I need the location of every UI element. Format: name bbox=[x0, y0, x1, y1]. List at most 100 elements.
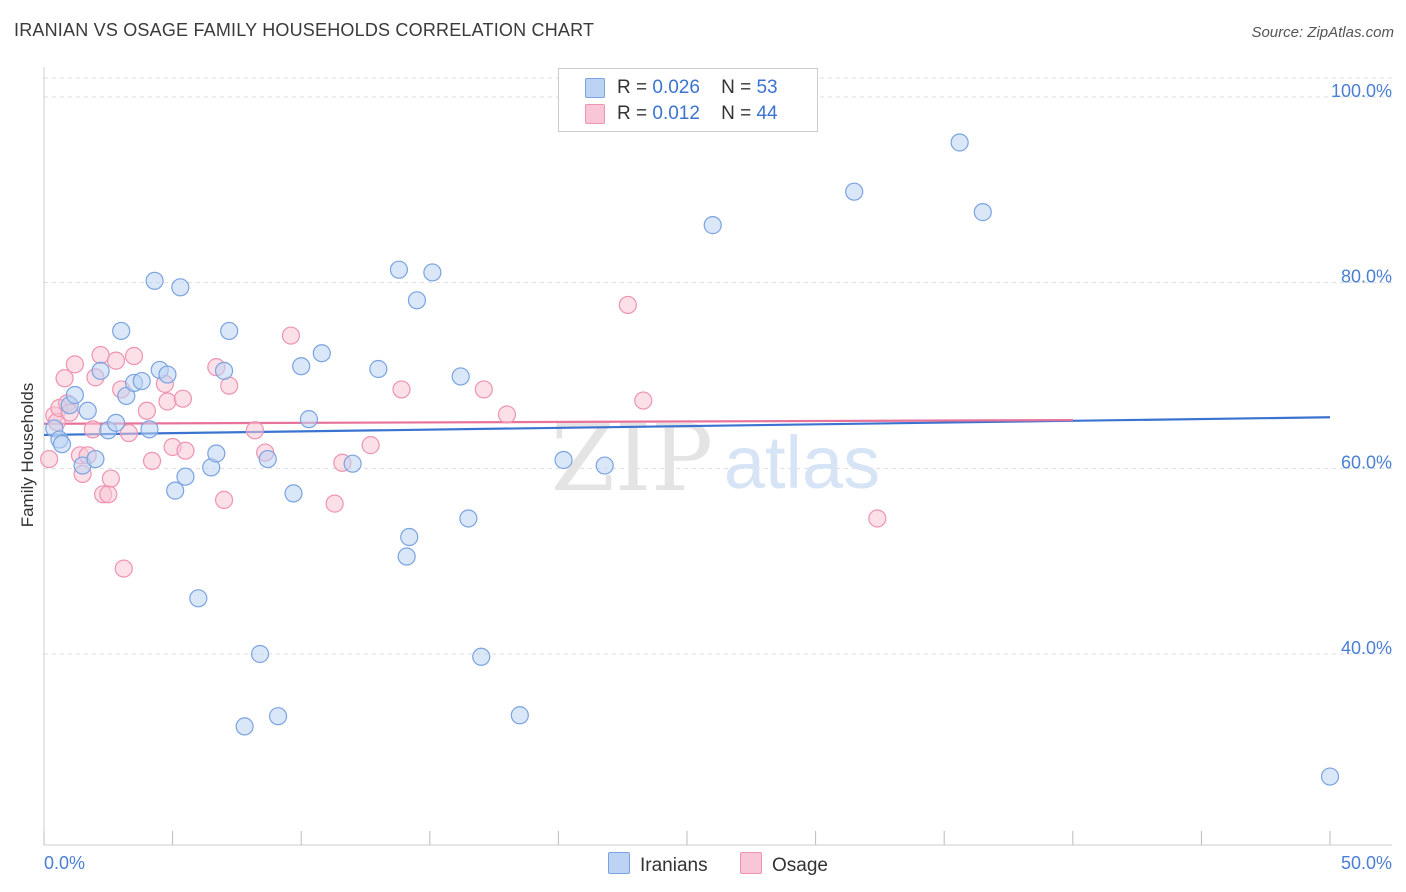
legend-osage-n-value: 44 bbox=[756, 103, 778, 124]
iranians-point bbox=[703, 216, 722, 235]
osage-point bbox=[124, 346, 144, 366]
iranians-point bbox=[510, 706, 529, 725]
iranians-point bbox=[369, 359, 388, 379]
iranians-point bbox=[214, 361, 234, 380]
iranians-point bbox=[973, 203, 992, 222]
iranians-point bbox=[158, 365, 177, 384]
watermark-atlas: atlas bbox=[724, 421, 880, 504]
iranians-point bbox=[112, 321, 131, 341]
iranians-point bbox=[407, 291, 427, 310]
iranians-point bbox=[397, 547, 416, 566]
iranians-point bbox=[554, 450, 573, 470]
osage-point bbox=[40, 449, 59, 469]
tick-labels: 40.0% 60.0% 80.0% 100.0% 0.0% 50.0% bbox=[44, 81, 1392, 873]
osage-point bbox=[173, 389, 192, 408]
osage-legend-swatch bbox=[740, 852, 762, 874]
y-tick-label: 40.0% bbox=[1341, 638, 1392, 658]
osage-point bbox=[634, 391, 653, 410]
iranians-point bbox=[472, 647, 491, 666]
osage-point bbox=[361, 436, 380, 455]
iranians-point bbox=[132, 371, 151, 391]
iranians-point bbox=[284, 484, 303, 503]
x-tick-label: 0.0% bbox=[44, 853, 85, 873]
osage-point bbox=[142, 451, 162, 471]
osage-point bbox=[176, 441, 195, 460]
iranians-point bbox=[145, 271, 164, 290]
iranians-points bbox=[45, 133, 1340, 786]
source-label: Source: ZipAtlas.com bbox=[1251, 24, 1394, 41]
osage-point bbox=[245, 421, 265, 440]
iranians-point bbox=[78, 401, 97, 420]
osage-point bbox=[618, 295, 637, 315]
legend-item-osage: Osage bbox=[740, 852, 828, 877]
osage-point bbox=[65, 355, 84, 374]
iranians-legend-swatch bbox=[608, 852, 630, 874]
iranians-point bbox=[950, 133, 969, 152]
legend-iranians-r-value: 0.026 bbox=[652, 77, 700, 98]
osage-point bbox=[99, 485, 118, 504]
osage-trend-line bbox=[43, 418, 1073, 425]
osage-point bbox=[55, 369, 74, 388]
iranians-point bbox=[207, 444, 226, 463]
osage-point bbox=[497, 405, 517, 424]
iranians-point bbox=[166, 481, 185, 500]
legend-osage-n-label: N = bbox=[721, 103, 752, 124]
iranians-point bbox=[250, 644, 270, 664]
iranians-point bbox=[595, 456, 614, 475]
osage-point bbox=[392, 380, 411, 399]
iranians-point bbox=[299, 410, 319, 429]
y-tick-label: 60.0% bbox=[1341, 452, 1392, 472]
iranians-point bbox=[189, 589, 208, 608]
chart-title: IRANIAN VS OSAGE FAMILY HOUSEHOLDS CORRE… bbox=[14, 20, 595, 40]
osage-point bbox=[281, 326, 301, 345]
legend-osage-label: Osage bbox=[772, 855, 828, 876]
iranians-point bbox=[171, 278, 190, 297]
legend-iranians-n-value: 53 bbox=[756, 77, 778, 98]
iranians-point bbox=[1320, 767, 1340, 786]
osage-point bbox=[101, 469, 120, 488]
osage-point bbox=[106, 351, 126, 370]
stats-legend: R = 0.026 N = 53 R = 0.012 N = 44 bbox=[558, 68, 818, 132]
iranians-point bbox=[292, 357, 311, 376]
osage-point bbox=[137, 401, 156, 420]
grid-lines bbox=[44, 77, 1392, 655]
osage-point bbox=[214, 490, 234, 509]
iranians-point bbox=[268, 707, 288, 726]
iranians-point bbox=[258, 449, 277, 469]
y-tick-label: 80.0% bbox=[1341, 267, 1392, 287]
x-tick-label: 50.0% bbox=[1341, 853, 1392, 873]
iranians-point bbox=[845, 182, 864, 201]
legend-item-iranians: Iranians bbox=[608, 852, 708, 877]
iranians-point bbox=[91, 361, 110, 380]
osage-point bbox=[474, 380, 493, 399]
iranians-point bbox=[423, 263, 442, 282]
iranians-point bbox=[65, 385, 84, 405]
y-axis-label: Family Households bbox=[18, 382, 37, 528]
iranians-point bbox=[235, 717, 254, 736]
legend-osage-r-value: 0.012 bbox=[652, 103, 700, 124]
osage-point bbox=[83, 420, 102, 439]
iranians-point bbox=[140, 420, 159, 439]
osage-point bbox=[868, 509, 887, 528]
iranians-point bbox=[52, 435, 72, 454]
osage-point bbox=[158, 392, 177, 411]
iranians-point bbox=[343, 454, 362, 473]
legend-iranians-label: Iranians bbox=[640, 855, 708, 876]
legend-iranians-n-label: N = bbox=[721, 77, 752, 98]
y-tick-label: 100.0% bbox=[1331, 81, 1392, 101]
iranians-point bbox=[312, 344, 331, 363]
osage-point bbox=[91, 345, 110, 365]
osage-point bbox=[119, 423, 138, 443]
iranians-point bbox=[176, 467, 195, 486]
legend-iranians-r-label: R = bbox=[617, 77, 648, 98]
osage-swatch bbox=[585, 104, 605, 124]
iranians-point bbox=[106, 413, 126, 432]
iranians-swatch bbox=[585, 78, 605, 98]
iranians-point bbox=[220, 321, 239, 341]
iranians-point bbox=[451, 367, 470, 386]
iranians-point bbox=[389, 260, 409, 279]
iranians-point bbox=[400, 527, 419, 547]
osage-point bbox=[114, 559, 133, 578]
iranians-point bbox=[459, 509, 478, 528]
